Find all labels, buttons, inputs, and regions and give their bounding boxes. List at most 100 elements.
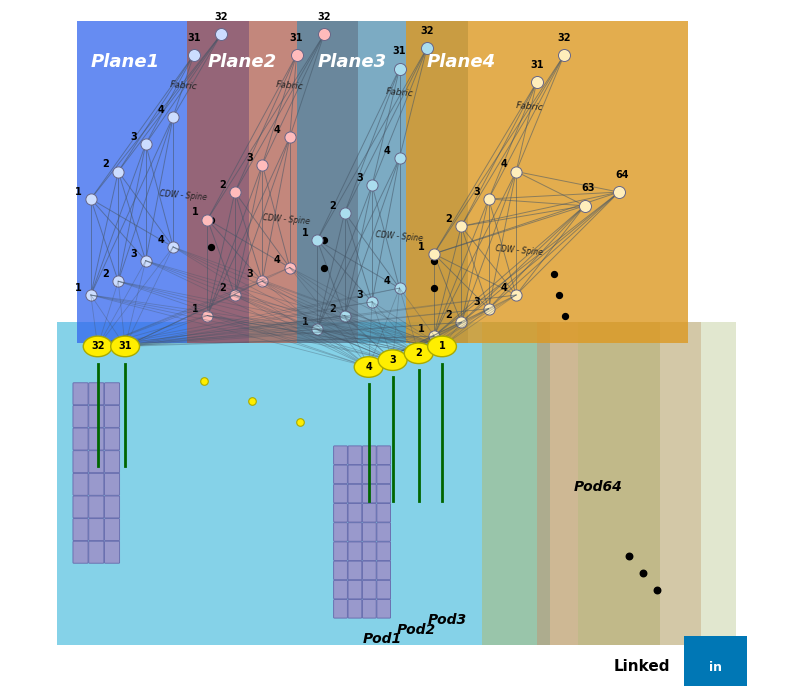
Text: CDW - Spine: CDW - Spine xyxy=(376,230,423,244)
Text: 2: 2 xyxy=(219,180,226,190)
Text: Fabric: Fabric xyxy=(276,80,304,91)
Point xyxy=(510,166,523,177)
Text: Pod2: Pod2 xyxy=(397,623,436,637)
Text: 64: 64 xyxy=(616,169,629,180)
Point xyxy=(167,111,180,122)
Text: 1: 1 xyxy=(301,317,308,327)
FancyBboxPatch shape xyxy=(73,405,88,427)
Polygon shape xyxy=(537,322,702,645)
FancyBboxPatch shape xyxy=(89,496,104,518)
Point xyxy=(311,235,324,246)
Polygon shape xyxy=(187,21,358,343)
Point xyxy=(455,221,467,232)
Point xyxy=(483,193,495,204)
Point xyxy=(256,276,268,287)
FancyBboxPatch shape xyxy=(377,580,391,599)
Text: in: in xyxy=(709,661,721,674)
Point xyxy=(256,159,268,170)
Text: 2: 2 xyxy=(415,348,422,358)
FancyBboxPatch shape xyxy=(73,541,88,563)
Text: 1: 1 xyxy=(75,187,81,197)
Text: Plane2: Plane2 xyxy=(208,53,276,71)
FancyBboxPatch shape xyxy=(363,542,376,560)
Text: 3: 3 xyxy=(473,296,479,307)
Text: 4: 4 xyxy=(500,159,507,169)
Point xyxy=(284,262,296,273)
FancyBboxPatch shape xyxy=(334,523,348,541)
Text: 1: 1 xyxy=(439,342,445,351)
Text: 2: 2 xyxy=(102,269,109,279)
Text: 32: 32 xyxy=(91,342,105,351)
FancyBboxPatch shape xyxy=(89,519,104,541)
Text: Fabric: Fabric xyxy=(385,87,414,98)
Text: 32: 32 xyxy=(317,12,331,22)
Text: 2: 2 xyxy=(329,303,336,314)
Point xyxy=(427,283,440,294)
Text: Pod1: Pod1 xyxy=(363,632,402,646)
FancyBboxPatch shape xyxy=(334,542,348,560)
FancyBboxPatch shape xyxy=(73,383,88,405)
FancyBboxPatch shape xyxy=(105,541,120,563)
FancyBboxPatch shape xyxy=(73,451,88,473)
Point xyxy=(420,43,433,54)
FancyBboxPatch shape xyxy=(363,561,376,580)
FancyBboxPatch shape xyxy=(89,473,104,495)
FancyBboxPatch shape xyxy=(363,484,376,503)
Text: 4: 4 xyxy=(500,283,507,293)
Point xyxy=(531,77,543,88)
Point xyxy=(318,235,331,246)
FancyBboxPatch shape xyxy=(377,600,391,618)
Polygon shape xyxy=(578,322,736,645)
Point xyxy=(623,550,636,561)
Text: 4: 4 xyxy=(274,255,280,265)
Point xyxy=(547,269,560,280)
FancyBboxPatch shape xyxy=(73,428,88,450)
Point xyxy=(85,289,97,300)
Point xyxy=(229,289,241,300)
FancyBboxPatch shape xyxy=(377,484,391,503)
FancyBboxPatch shape xyxy=(89,428,104,450)
FancyBboxPatch shape xyxy=(363,504,376,522)
FancyBboxPatch shape xyxy=(377,446,391,464)
Text: 3: 3 xyxy=(130,248,137,259)
Point xyxy=(205,241,217,252)
FancyBboxPatch shape xyxy=(73,519,88,541)
Text: 4: 4 xyxy=(384,145,391,156)
Point xyxy=(85,193,97,204)
FancyBboxPatch shape xyxy=(105,496,120,518)
Ellipse shape xyxy=(378,350,407,370)
Point xyxy=(366,180,379,191)
FancyBboxPatch shape xyxy=(348,580,362,599)
Text: 2: 2 xyxy=(102,159,109,169)
FancyBboxPatch shape xyxy=(348,446,362,464)
Point xyxy=(294,416,307,427)
Text: Plane3: Plane3 xyxy=(317,53,386,71)
Text: 3: 3 xyxy=(130,132,137,142)
FancyBboxPatch shape xyxy=(334,484,348,503)
FancyBboxPatch shape xyxy=(105,383,120,405)
Point xyxy=(338,310,351,321)
Text: 31: 31 xyxy=(290,32,304,43)
FancyBboxPatch shape xyxy=(348,561,362,580)
FancyBboxPatch shape xyxy=(348,504,362,522)
Point xyxy=(510,289,523,300)
Point xyxy=(167,241,180,252)
Text: 3: 3 xyxy=(473,187,479,197)
FancyBboxPatch shape xyxy=(334,465,348,484)
Point xyxy=(455,317,467,328)
Point xyxy=(650,584,663,595)
Text: Plane1: Plane1 xyxy=(91,53,160,71)
Point xyxy=(139,255,152,266)
Text: 1: 1 xyxy=(418,241,425,252)
Text: Pod64: Pod64 xyxy=(574,480,622,494)
Point xyxy=(578,200,591,211)
FancyBboxPatch shape xyxy=(377,542,391,560)
Point xyxy=(205,214,217,225)
FancyBboxPatch shape xyxy=(334,504,348,522)
FancyBboxPatch shape xyxy=(348,600,362,618)
Ellipse shape xyxy=(83,336,112,357)
Point xyxy=(112,276,125,287)
FancyBboxPatch shape xyxy=(89,541,104,563)
Point xyxy=(338,207,351,218)
Text: 3: 3 xyxy=(389,355,396,365)
